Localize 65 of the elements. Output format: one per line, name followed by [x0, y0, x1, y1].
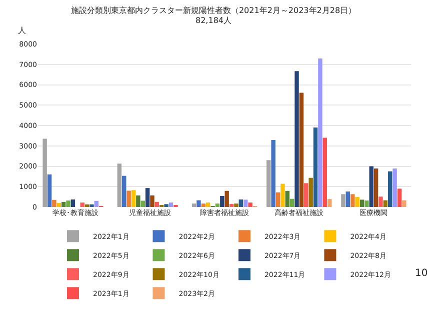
bar — [238, 199, 244, 207]
bar — [192, 204, 196, 207]
bar — [47, 174, 52, 207]
bar — [131, 190, 136, 207]
bar — [290, 198, 294, 207]
bar — [378, 196, 383, 207]
bar — [402, 200, 406, 207]
bar — [322, 138, 327, 207]
bar — [206, 202, 210, 207]
bar — [318, 58, 322, 207]
bar — [243, 200, 248, 207]
bar — [201, 204, 206, 207]
y-axis-title: 人 — [18, 26, 26, 35]
bar — [126, 190, 131, 207]
bar — [150, 195, 154, 207]
bar — [154, 202, 160, 207]
bar — [280, 184, 285, 207]
bar — [140, 200, 145, 207]
bar — [383, 200, 388, 207]
bar — [392, 168, 397, 207]
bar — [346, 192, 350, 207]
bar — [80, 202, 84, 207]
bar — [164, 204, 168, 207]
bar — [369, 166, 374, 207]
bar — [70, 199, 76, 207]
text: 10 — [415, 268, 427, 279]
bar — [364, 200, 369, 207]
bar — [66, 200, 70, 207]
bar — [94, 200, 99, 207]
bar — [304, 183, 308, 207]
bar — [341, 194, 346, 207]
bar — [355, 197, 360, 207]
chart-subtitle: 82,184人 — [196, 16, 232, 26]
bar — [327, 199, 332, 207]
bar — [285, 190, 290, 207]
bar — [229, 204, 234, 207]
bar — [313, 128, 318, 207]
bar — [350, 194, 355, 207]
bar — [122, 176, 126, 207]
bar — [136, 195, 140, 207]
bar — [266, 160, 271, 207]
bar — [360, 200, 364, 207]
bar — [388, 171, 392, 207]
bar — [224, 190, 229, 207]
bar — [61, 202, 66, 207]
bar — [168, 202, 174, 207]
bar — [294, 71, 299, 207]
bar — [90, 204, 94, 207]
bar — [215, 204, 220, 207]
bar — [42, 138, 47, 207]
bar — [397, 188, 402, 207]
chart-title: 施設分類別東京都内クラスター新規陽性者数（2021年2月～2023年2月28日） — [70, 6, 356, 15]
bar — [117, 164, 122, 207]
bar — [56, 202, 61, 207]
bar — [374, 168, 378, 207]
bar — [299, 92, 304, 207]
bar — [308, 178, 313, 207]
bar — [145, 188, 150, 207]
bar — [196, 200, 201, 207]
bar — [248, 202, 252, 207]
bar — [234, 204, 238, 207]
bar — [52, 200, 56, 207]
bar — [271, 140, 276, 207]
bar — [276, 192, 280, 207]
bar — [220, 196, 224, 207]
